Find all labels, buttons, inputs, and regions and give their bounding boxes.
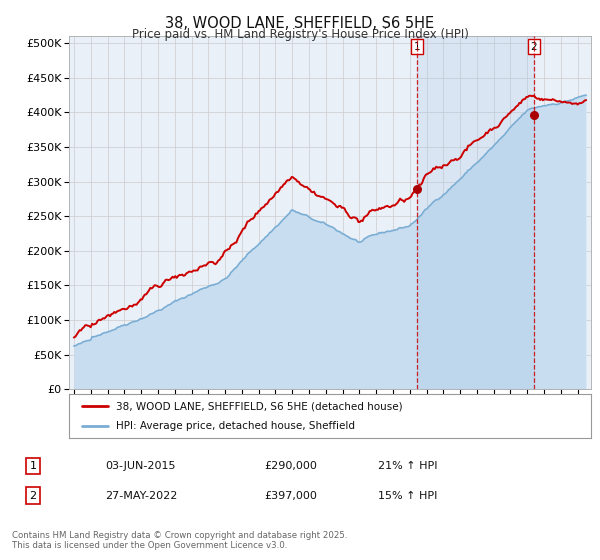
Text: 27-MAY-2022: 27-MAY-2022 <box>105 491 178 501</box>
Text: £397,000: £397,000 <box>264 491 317 501</box>
Text: £290,000: £290,000 <box>264 461 317 471</box>
Bar <box>417 36 534 389</box>
Text: 38, WOOD LANE, SHEFFIELD, S6 5HE (detached house): 38, WOOD LANE, SHEFFIELD, S6 5HE (detach… <box>116 401 403 411</box>
Text: Price paid vs. HM Land Registry's House Price Index (HPI): Price paid vs. HM Land Registry's House … <box>131 28 469 41</box>
Text: 1: 1 <box>413 42 420 52</box>
Text: 2: 2 <box>29 491 37 501</box>
Text: 38, WOOD LANE, SHEFFIELD, S6 5HE: 38, WOOD LANE, SHEFFIELD, S6 5HE <box>166 16 434 31</box>
Text: 15% ↑ HPI: 15% ↑ HPI <box>378 491 437 501</box>
Text: 1: 1 <box>29 461 37 471</box>
Text: 03-JUN-2015: 03-JUN-2015 <box>105 461 176 471</box>
Text: Contains HM Land Registry data © Crown copyright and database right 2025.
This d: Contains HM Land Registry data © Crown c… <box>12 531 347 550</box>
Text: 2: 2 <box>530 42 537 52</box>
Text: 21% ↑ HPI: 21% ↑ HPI <box>378 461 437 471</box>
Text: HPI: Average price, detached house, Sheffield: HPI: Average price, detached house, Shef… <box>116 421 355 431</box>
